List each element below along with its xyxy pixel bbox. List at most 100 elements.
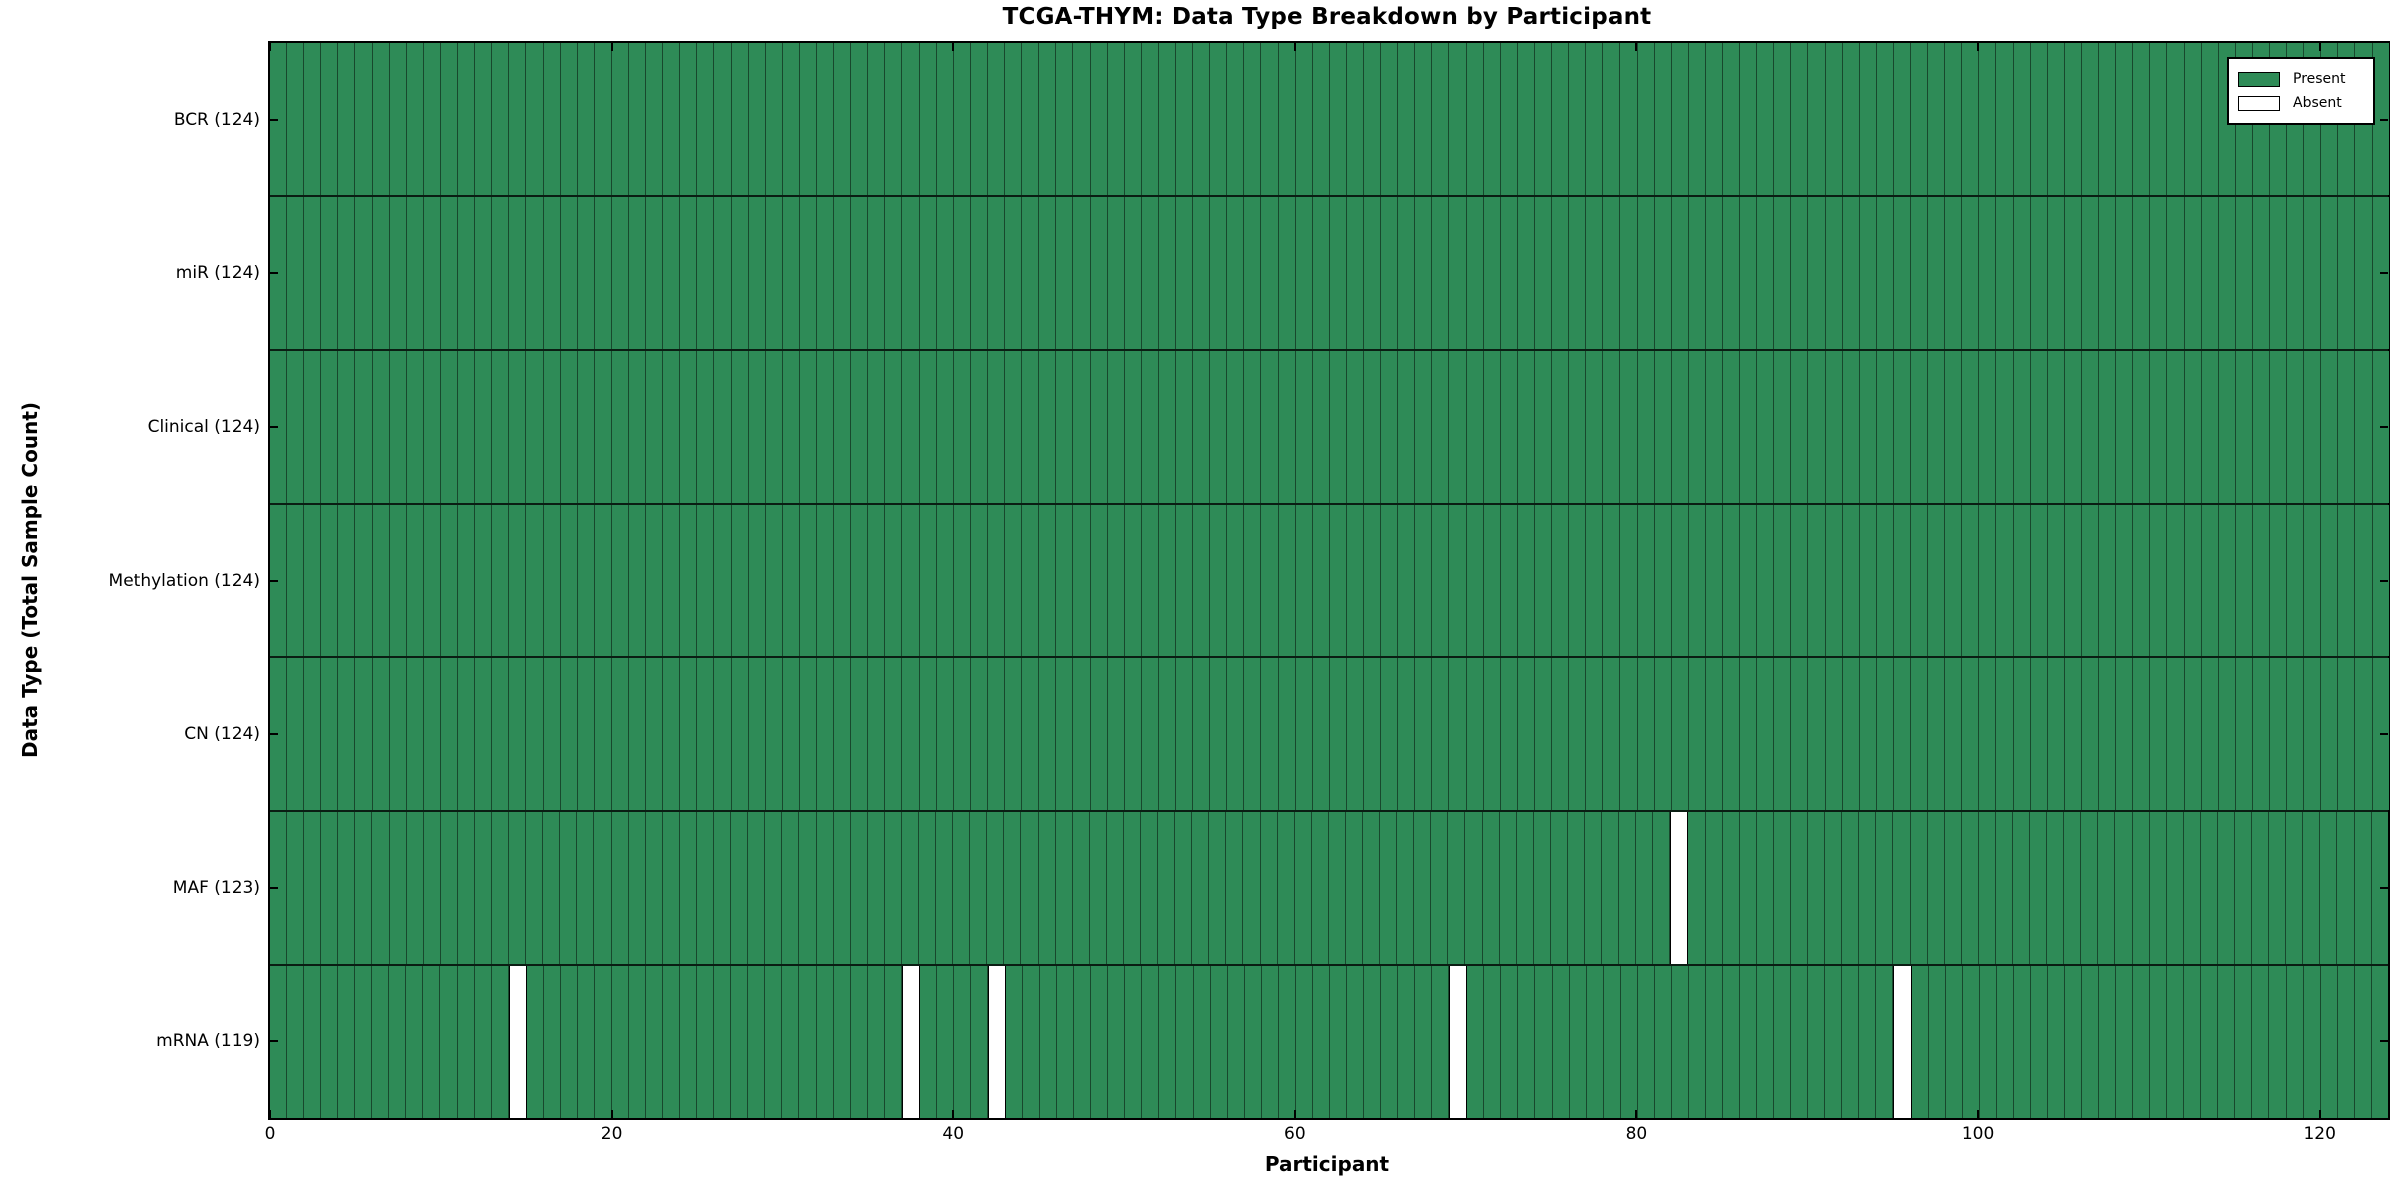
present-cell-miR-63 [1346,196,1364,349]
present-cell-Clinical-66 [1398,350,1416,503]
present-cell-MAF-16 [543,812,561,965]
present-cell-BCR-109 [2133,43,2151,195]
y-tick-label-BCR: BCR (124) [173,109,260,130]
absent-cell-MAF-82 [1670,812,1689,965]
present-cell-Methylation-70 [1466,504,1484,657]
present-cell-MAF-10 [440,812,458,965]
present-cell-MAF-46 [1055,812,1073,965]
present-cell-mRNA-17 [560,966,578,1119]
present-cell-CN-98 [1945,658,1963,811]
present-cell-BCR-4 [338,43,356,195]
present-cell-BCR-35 [868,43,886,195]
y-tick-mark-right-Clinical [2380,425,2388,428]
present-cell-Methylation-25 [697,504,715,657]
present-cell-mRNA-108 [2116,966,2134,1119]
present-cell-Clinical-21 [628,350,647,503]
present-cell-Clinical-69 [1449,350,1467,503]
present-cell-CN-71 [1483,658,1501,811]
present-cell-CN-92 [1842,658,1860,811]
present-cell-Methylation-42 [987,504,1006,657]
y-tick-label-MAF: MAF (123) [172,877,260,898]
present-cell-CN-68 [1432,658,1450,811]
present-cell-MAF-36 [884,812,902,965]
present-cell-CN-118 [2287,658,2305,811]
present-cell-MAF-35 [867,812,885,965]
present-cell-miR-101 [1996,196,2014,349]
present-cell-miR-40 [953,196,971,349]
present-cell-miR-88 [1774,196,1792,349]
present-cell-CN-36 [885,658,903,811]
present-cell-MAF-89 [1790,812,1809,965]
present-cell-Clinical-17 [560,350,578,503]
present-cell-CN-76 [1569,658,1587,811]
present-cell-mRNA-6 [372,966,390,1119]
present-cell-mRNA-58 [1261,966,1279,1119]
present-cell-mRNA-68 [1432,966,1450,1119]
present-cell-mRNA-54 [1193,966,1211,1119]
present-cell-Clinical-56 [1227,350,1245,503]
present-cell-miR-42 [987,196,1006,349]
present-cell-mRNA-105 [2064,966,2082,1119]
present-cell-miR-15 [526,196,544,349]
present-cell-miR-27 [731,196,749,349]
present-cell-CN-74 [1534,658,1553,811]
present-cell-MAF-49 [1106,812,1124,965]
present-cell-mRNA-87 [1757,966,1775,1119]
y-tick-label-miR: miR (124) [175,263,260,284]
present-cell-BCR-10 [440,43,459,195]
present-cell-CN-109 [2133,658,2151,811]
present-cell-miR-111 [2167,196,2185,349]
present-cell-miR-67 [1415,196,1433,349]
present-cell-Methylation-85 [1722,504,1741,657]
present-cell-miR-78 [1603,196,1621,349]
present-cell-miR-13 [492,196,510,349]
present-cell-mRNA-52 [1159,966,1177,1119]
present-cell-BCR-91 [1825,43,1843,195]
present-cell-mRNA-35 [867,966,885,1119]
present-cell-Clinical-19 [594,350,612,503]
present-cell-Methylation-8 [406,504,424,657]
chart-title: TCGA-THYM: Data Type Breakdown by Partic… [1002,4,1652,30]
present-cell-miR-31 [799,196,817,349]
present-cell-BCR-59 [1278,43,1296,195]
present-cell-Clinical-72 [1500,350,1518,503]
present-cell-Methylation-16 [543,504,561,657]
present-cell-miR-9 [423,196,441,349]
present-cell-mRNA-15 [526,966,544,1119]
present-cell-Clinical-68 [1432,350,1450,503]
present-cell-CN-44 [1022,658,1040,811]
present-cell-CN-58 [1261,658,1279,811]
present-cell-CN-93 [1859,658,1877,811]
present-cell-Clinical-78 [1603,350,1621,503]
present-cell-Clinical-73 [1517,350,1535,503]
present-cell-Clinical-13 [492,350,510,503]
present-cell-BCR-113 [2201,43,2219,195]
present-cell-BCR-64 [1364,43,1382,195]
present-cell-miR-41 [970,196,988,349]
present-cell-Methylation-113 [2201,504,2219,657]
present-cell-BCR-40 [953,43,971,195]
present-cell-Methylation-34 [851,504,869,657]
present-cell-MAF-91 [1825,812,1843,965]
present-cell-miR-93 [1859,196,1877,349]
present-cell-CN-5 [355,658,373,811]
present-cell-CN-77 [1586,658,1604,811]
present-cell-MAF-108 [2115,812,2133,965]
present-cell-BCR-107 [2099,43,2117,195]
present-cell-Methylation-86 [1740,504,1758,657]
present-cell-Methylation-98 [1945,504,1963,657]
present-cell-Clinical-3 [321,350,339,503]
present-cell-MAF-13 [492,812,510,965]
present-cell-CN-45 [1039,658,1057,811]
present-cell-miR-23 [663,196,681,349]
present-cell-BCR-1 [287,43,305,195]
present-cell-Methylation-37 [902,504,920,657]
present-cell-mRNA-73 [1518,966,1536,1119]
present-cell-MAF-78 [1602,812,1620,965]
present-cell-miR-20 [611,196,629,349]
present-cell-BCR-49 [1107,43,1125,195]
present-cell-miR-80 [1637,196,1655,349]
present-cell-Methylation-46 [1056,504,1074,657]
present-cell-BCR-20 [611,43,629,195]
present-cell-Methylation-115 [2235,504,2253,657]
